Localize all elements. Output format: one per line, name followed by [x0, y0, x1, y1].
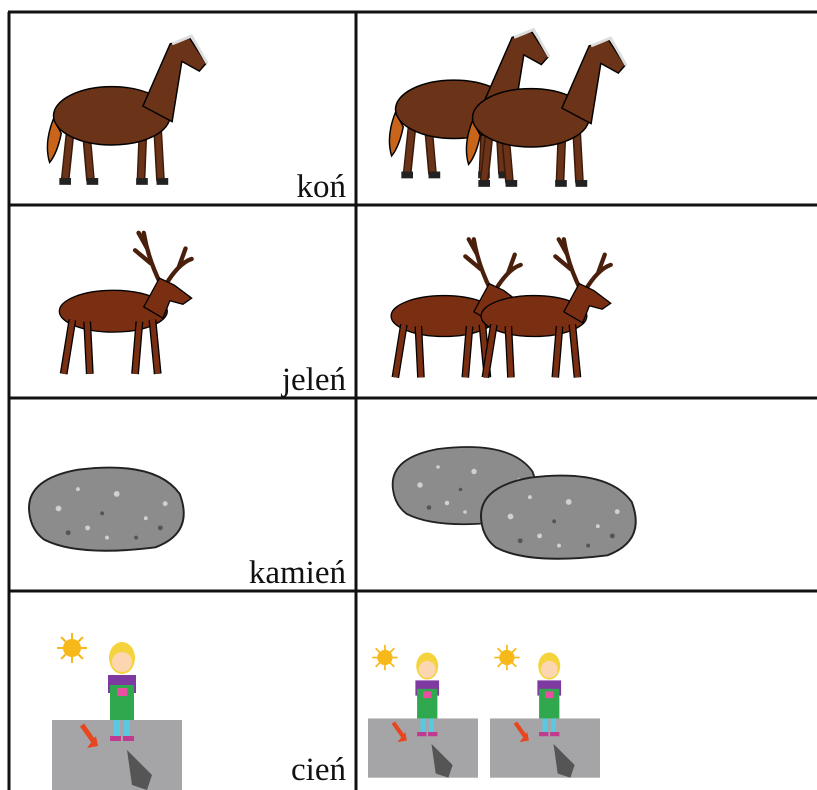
- word-label: kamień: [249, 555, 346, 591]
- table-grid: [7, 10, 817, 790]
- shadow-image: [490, 645, 600, 778]
- stone-image: [480, 474, 637, 560]
- deer-image: [59, 233, 191, 374]
- word-label: cień: [291, 752, 346, 788]
- word-label: jeleń: [281, 362, 346, 398]
- stone-image: [28, 466, 185, 552]
- shadow-image: [52, 633, 182, 790]
- horse-image: [47, 36, 207, 185]
- deer-image: [481, 239, 611, 377]
- horse-image: [466, 38, 626, 187]
- word-label: koń: [297, 169, 347, 205]
- shadow-image: [368, 645, 478, 778]
